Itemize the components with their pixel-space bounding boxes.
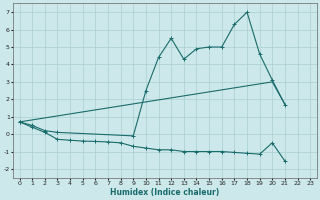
X-axis label: Humidex (Indice chaleur): Humidex (Indice chaleur)	[110, 188, 220, 197]
